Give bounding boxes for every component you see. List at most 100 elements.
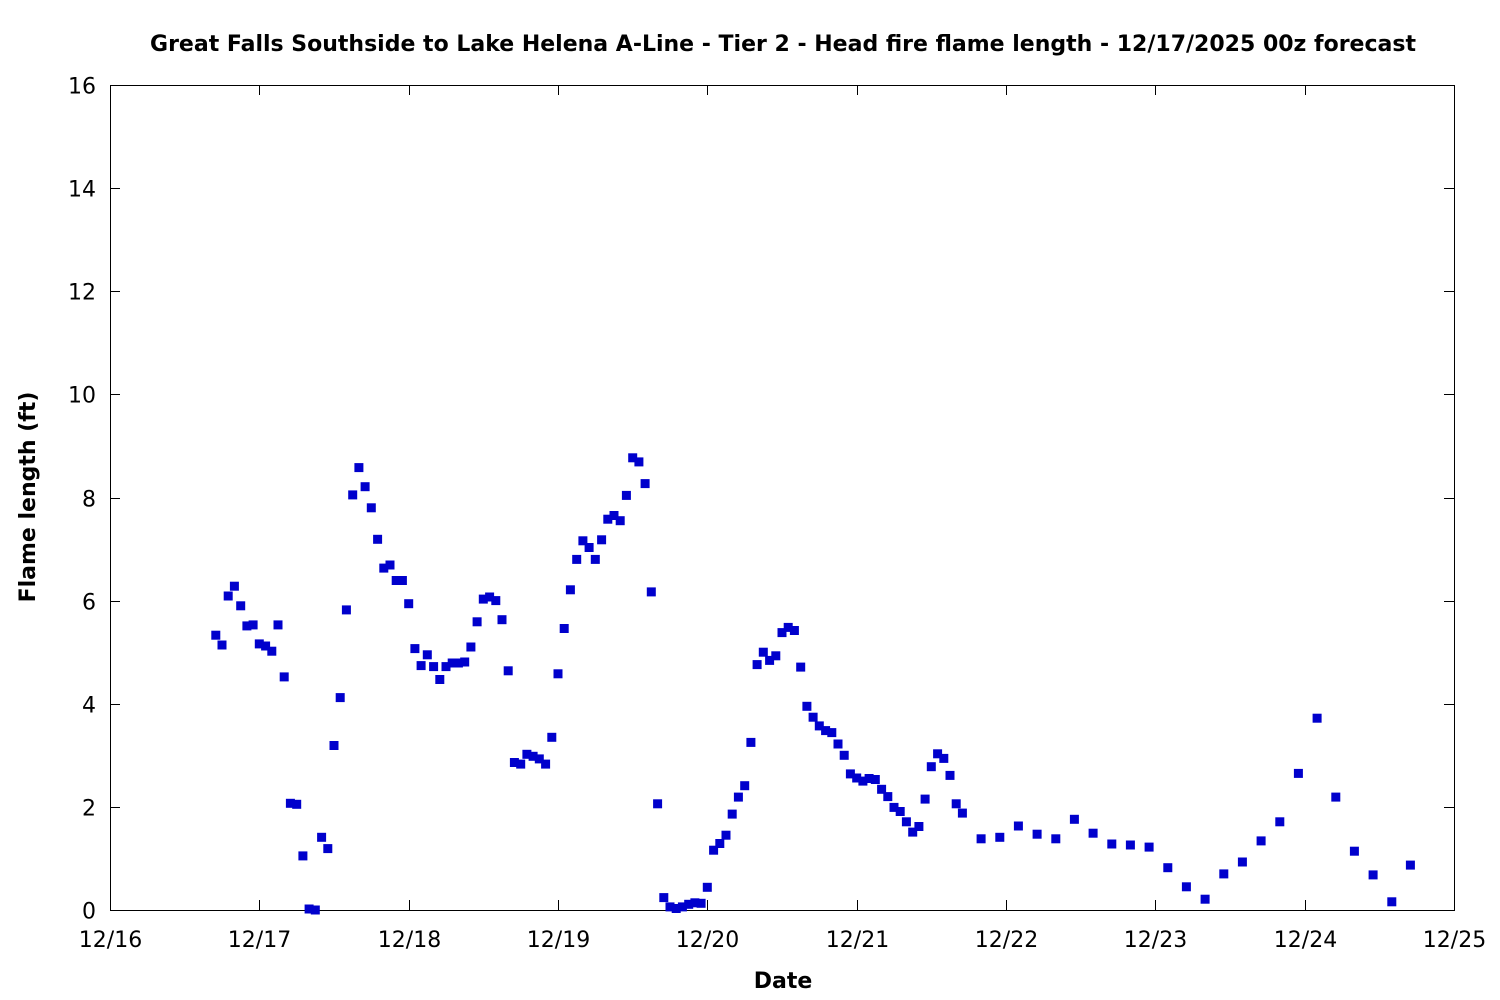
data-point (877, 784, 887, 794)
data-point (634, 457, 644, 467)
data-point (1069, 814, 1079, 824)
data-point (317, 832, 327, 842)
data-point (845, 769, 855, 779)
data-point (478, 594, 488, 604)
data-point (609, 511, 619, 520)
data-point (677, 902, 687, 912)
y-tick-label: 0 (82, 900, 96, 925)
y-tick-label: 6 (82, 591, 96, 616)
data-point (323, 844, 333, 854)
data-point (926, 762, 936, 772)
data-point (740, 781, 750, 791)
data-point (908, 827, 918, 837)
data-point (248, 620, 258, 630)
data-point (547, 732, 557, 742)
data-point (559, 624, 569, 633)
data-point (1088, 828, 1098, 838)
data-point (360, 482, 370, 492)
data-point (914, 822, 924, 831)
data-point (1387, 897, 1397, 907)
data-point (447, 658, 457, 668)
data-point (690, 898, 700, 908)
data-point (839, 750, 849, 760)
data-point (354, 463, 364, 473)
data-point (229, 581, 239, 591)
data-point (236, 601, 246, 611)
data-point (858, 776, 868, 786)
data-point (528, 751, 538, 761)
data-point (578, 536, 588, 546)
data-point (696, 898, 706, 908)
data-point (895, 807, 905, 816)
x-tick-label: 12/23 (1124, 928, 1187, 953)
data-point (684, 899, 694, 909)
data-point (497, 615, 507, 625)
data-point (995, 832, 1005, 842)
data-point (659, 893, 669, 903)
data-point (957, 808, 967, 818)
data-point (279, 672, 289, 682)
data-point (1368, 870, 1378, 880)
data-point (628, 453, 638, 463)
data-point (777, 628, 787, 638)
data-point (366, 503, 376, 513)
data-point (920, 794, 930, 804)
data-point (1293, 768, 1303, 778)
data-point (883, 792, 893, 802)
data-point (242, 621, 252, 631)
data-point (429, 662, 439, 672)
y-tick-label: 10 (68, 384, 96, 409)
data-point (435, 675, 445, 684)
data-point (721, 830, 731, 840)
data-point (1349, 846, 1359, 856)
data-point (217, 640, 227, 650)
data-point (1163, 863, 1173, 873)
data-point (1051, 834, 1061, 844)
data-point (211, 630, 221, 640)
data-point (615, 516, 625, 526)
data-point (416, 661, 426, 671)
data-point (789, 626, 799, 635)
data-point (1107, 839, 1117, 849)
data-point (254, 639, 264, 649)
data-point (310, 905, 320, 915)
chart-title: Great Falls Southside to Lake Helena A-L… (150, 32, 1416, 57)
data-point (460, 657, 470, 667)
data-point (715, 839, 725, 848)
data-point (261, 641, 271, 651)
data-point (391, 576, 401, 585)
y-tick-label: 2 (82, 797, 96, 822)
x-tick-label: 12/24 (1274, 928, 1337, 953)
data-point (485, 592, 495, 602)
data-point (765, 655, 775, 665)
data-point (1331, 792, 1341, 802)
data-point (864, 774, 874, 783)
data-point (223, 591, 233, 601)
data-point (503, 666, 513, 676)
data-point (702, 882, 712, 892)
data-point (1181, 882, 1191, 892)
data-point (1144, 842, 1154, 852)
data-point (534, 754, 544, 764)
x-tick-label: 12/17 (228, 928, 291, 953)
x-tick-label: 12/16 (79, 928, 142, 953)
data-point (304, 904, 314, 914)
data-point (821, 726, 831, 736)
y-axis-label: Flame length (ft) (16, 392, 41, 603)
data-points (211, 453, 1415, 915)
data-point (976, 834, 986, 844)
data-point (541, 759, 551, 769)
data-point (590, 554, 600, 564)
data-point (1013, 821, 1023, 831)
data-point (453, 658, 463, 668)
x-tick-label: 12/22 (975, 928, 1038, 953)
data-point (466, 642, 476, 652)
data-point (292, 799, 302, 809)
data-point (1275, 817, 1285, 827)
x-axis-label: Date (754, 969, 813, 994)
data-point (1219, 869, 1229, 879)
y-tick-label: 14 (68, 178, 96, 203)
x-tick-label: 12/20 (676, 928, 739, 953)
data-point (665, 902, 675, 912)
